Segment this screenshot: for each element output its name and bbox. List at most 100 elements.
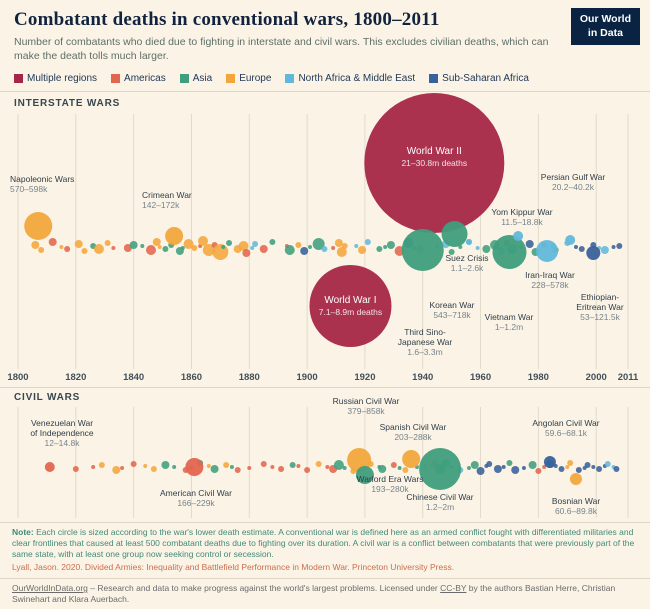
war-circle[interactable] <box>247 465 252 470</box>
war-circle[interactable] <box>150 465 157 472</box>
war-circle[interactable] <box>611 244 616 249</box>
war-circle[interactable] <box>567 459 574 466</box>
ethiopian-eritrean-war-circle[interactable] <box>586 245 601 260</box>
war-circle[interactable] <box>596 465 603 472</box>
war-circle[interactable] <box>48 237 57 246</box>
war-circle[interactable] <box>493 464 502 473</box>
war-circle[interactable] <box>535 467 542 474</box>
war-circle[interactable] <box>289 461 296 468</box>
war-circle[interactable] <box>331 245 336 250</box>
war-circle[interactable] <box>613 465 620 472</box>
war-circle[interactable] <box>157 244 162 249</box>
war-circle[interactable] <box>565 464 570 469</box>
owid-link[interactable]: OurWorldInData.org <box>12 583 88 594</box>
war-circle[interactable] <box>259 244 268 253</box>
war-circle[interactable] <box>120 465 125 470</box>
war-circle[interactable] <box>334 238 343 247</box>
war-circle[interactable] <box>250 245 255 250</box>
war-circle[interactable] <box>341 242 348 249</box>
war-circle[interactable] <box>376 245 383 252</box>
war-circle[interactable] <box>143 463 148 468</box>
war-circle[interactable] <box>111 245 116 250</box>
war-circle[interactable] <box>506 459 513 466</box>
war-circle[interactable] <box>130 460 137 467</box>
war-circle[interactable] <box>364 238 371 245</box>
war-circle[interactable] <box>386 240 395 249</box>
war-circle[interactable] <box>578 245 585 252</box>
war-circle[interactable] <box>575 466 582 473</box>
war-circle[interactable] <box>221 244 226 249</box>
spanish-civil-war-circle[interactable] <box>402 449 421 468</box>
war-circle[interactable] <box>252 240 259 247</box>
war-circle[interactable] <box>448 248 455 255</box>
war-circle[interactable] <box>238 240 249 251</box>
war-circle[interactable] <box>152 237 161 246</box>
war-circle[interactable] <box>202 243 215 256</box>
chinese-civil-war-circle[interactable] <box>419 447 462 490</box>
war-circle[interactable] <box>206 463 211 468</box>
war-circle[interactable] <box>223 461 230 468</box>
war-circle[interactable] <box>475 245 480 250</box>
war-circle[interactable] <box>397 465 402 470</box>
war-circle[interactable] <box>321 245 328 252</box>
owid-logo[interactable]: Our World in Data <box>570 8 640 46</box>
war-circle[interactable] <box>307 244 312 249</box>
license-link[interactable]: CC-BY <box>440 583 467 594</box>
legend-item-eu[interactable]: Europe <box>226 73 271 84</box>
war-circle[interactable] <box>278 465 285 472</box>
war-circle[interactable] <box>140 243 145 248</box>
war-circle[interactable] <box>604 460 611 467</box>
war-circle[interactable] <box>81 247 88 254</box>
war-circle[interactable] <box>383 244 388 249</box>
persian-gulf-war-circle[interactable] <box>565 234 576 245</box>
war-circle[interactable] <box>59 244 64 249</box>
crimean-war-circle[interactable] <box>165 226 184 245</box>
angolan-civil-war-circle[interactable] <box>543 455 556 468</box>
war-circle[interactable] <box>172 464 177 469</box>
world-war-i-circle[interactable] <box>309 264 392 347</box>
war-circle[interactable] <box>525 239 534 248</box>
vietnam-war-circle[interactable] <box>492 234 527 269</box>
war-circle[interactable] <box>234 466 241 473</box>
war-circle[interactable] <box>72 465 79 472</box>
war-circle[interactable] <box>312 237 325 250</box>
war-circle[interactable] <box>242 248 251 257</box>
war-circle[interactable] <box>390 461 397 468</box>
war-circle[interactable] <box>476 466 485 475</box>
legend-item-ssa[interactable]: Sub-Saharan Africa <box>429 73 529 84</box>
war-circle[interactable] <box>501 464 506 469</box>
war-circle[interactable] <box>342 465 347 470</box>
legend-item-mr[interactable]: Multiple regions <box>14 73 97 84</box>
war-circle[interactable] <box>270 464 275 469</box>
war-circle[interactable] <box>511 465 520 474</box>
war-circle[interactable] <box>558 465 565 472</box>
russian-civil-war-circle[interactable] <box>347 447 372 472</box>
war-circle[interactable] <box>112 465 121 474</box>
war-circle[interactable] <box>161 460 170 469</box>
war-circle[interactable] <box>304 466 311 473</box>
bosnian-war-circle[interactable] <box>569 472 582 485</box>
war-circle[interactable] <box>180 245 185 250</box>
war-circle[interactable] <box>38 246 45 253</box>
third-sino-japanese-war-circle[interactable] <box>401 228 444 271</box>
war-circle[interactable] <box>573 244 578 249</box>
napoleonic-wars-circle[interactable] <box>24 211 53 240</box>
yom-kippur-war-circle[interactable] <box>513 230 524 241</box>
war-circle[interactable] <box>521 465 526 470</box>
war-circle[interactable] <box>31 240 40 249</box>
iran-iraq-war-circle[interactable] <box>536 239 559 262</box>
war-circle[interactable] <box>325 464 330 469</box>
war-circle[interactable] <box>191 244 198 251</box>
legend-item-as[interactable]: Asia <box>179 73 212 84</box>
war-circle[interactable] <box>295 241 302 248</box>
war-circle[interactable] <box>470 460 479 469</box>
war-circle[interactable] <box>260 460 267 467</box>
american-civil-war-circle[interactable] <box>185 457 204 476</box>
war-circle[interactable] <box>98 461 105 468</box>
war-circle[interactable] <box>528 460 537 469</box>
warlord-era-wars-circle[interactable] <box>355 465 374 484</box>
war-circle[interactable] <box>482 244 491 253</box>
war-circle[interactable] <box>226 239 233 246</box>
war-circle[interactable] <box>378 464 387 473</box>
war-circle[interactable] <box>402 466 409 473</box>
